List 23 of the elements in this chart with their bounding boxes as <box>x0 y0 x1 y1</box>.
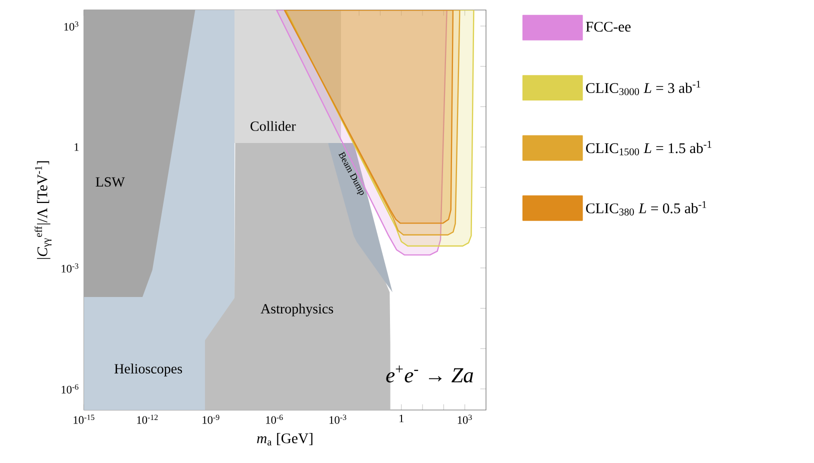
x-axis-title: m$_{a}$ [GeV] <box>257 432 312 446</box>
legend-label: CLIC$_{380}$ L = 0.5 ab$^{-1}$ <box>586 201 706 216</box>
y-tick-label: 10$^{3}$ <box>64 21 78 31</box>
annotation: Astrophysics <box>260 304 334 316</box>
x-tick-label: 10$^{-3}$ <box>330 414 346 424</box>
annotation: LSW <box>96 177 125 187</box>
legend-label: CLIC$_{3000}$ L = 3 ab$^{-1}$ <box>586 80 700 96</box>
y-tick-label: 10$^{-6}$ <box>62 384 78 394</box>
x-tick-label: 1 <box>400 414 404 422</box>
y-tick-label: 1 <box>74 143 79 151</box>
annotation: e$^{+}$e$^{-}$ → Za <box>386 365 474 382</box>
legend-label: FCC-ee <box>586 22 631 32</box>
x-tick-label: 10$^{3}$ <box>458 414 472 424</box>
x-tick-label: 10$^{-6}$ <box>266 414 283 424</box>
x-tick-label: 10$^{-15}$ <box>74 414 94 424</box>
annotation: Collider <box>250 121 296 131</box>
annotation: Helioscopes <box>114 364 182 376</box>
legend-label: CLIC$_{1500}$ L = 1.5 ab$^{-1}$ <box>586 140 712 156</box>
y-axis-title: |C$_{γγ}$$^{eff}$|/Λ [TeV$^{-1}$] <box>34 161 52 259</box>
y-tick-label: 10$^{-3}$ <box>62 263 78 273</box>
annotation: Beam Dump <box>338 151 364 195</box>
x-tick-label: 10$^{-9}$ <box>202 414 220 424</box>
x-tick-label: 10$^{-12}$ <box>137 414 158 424</box>
